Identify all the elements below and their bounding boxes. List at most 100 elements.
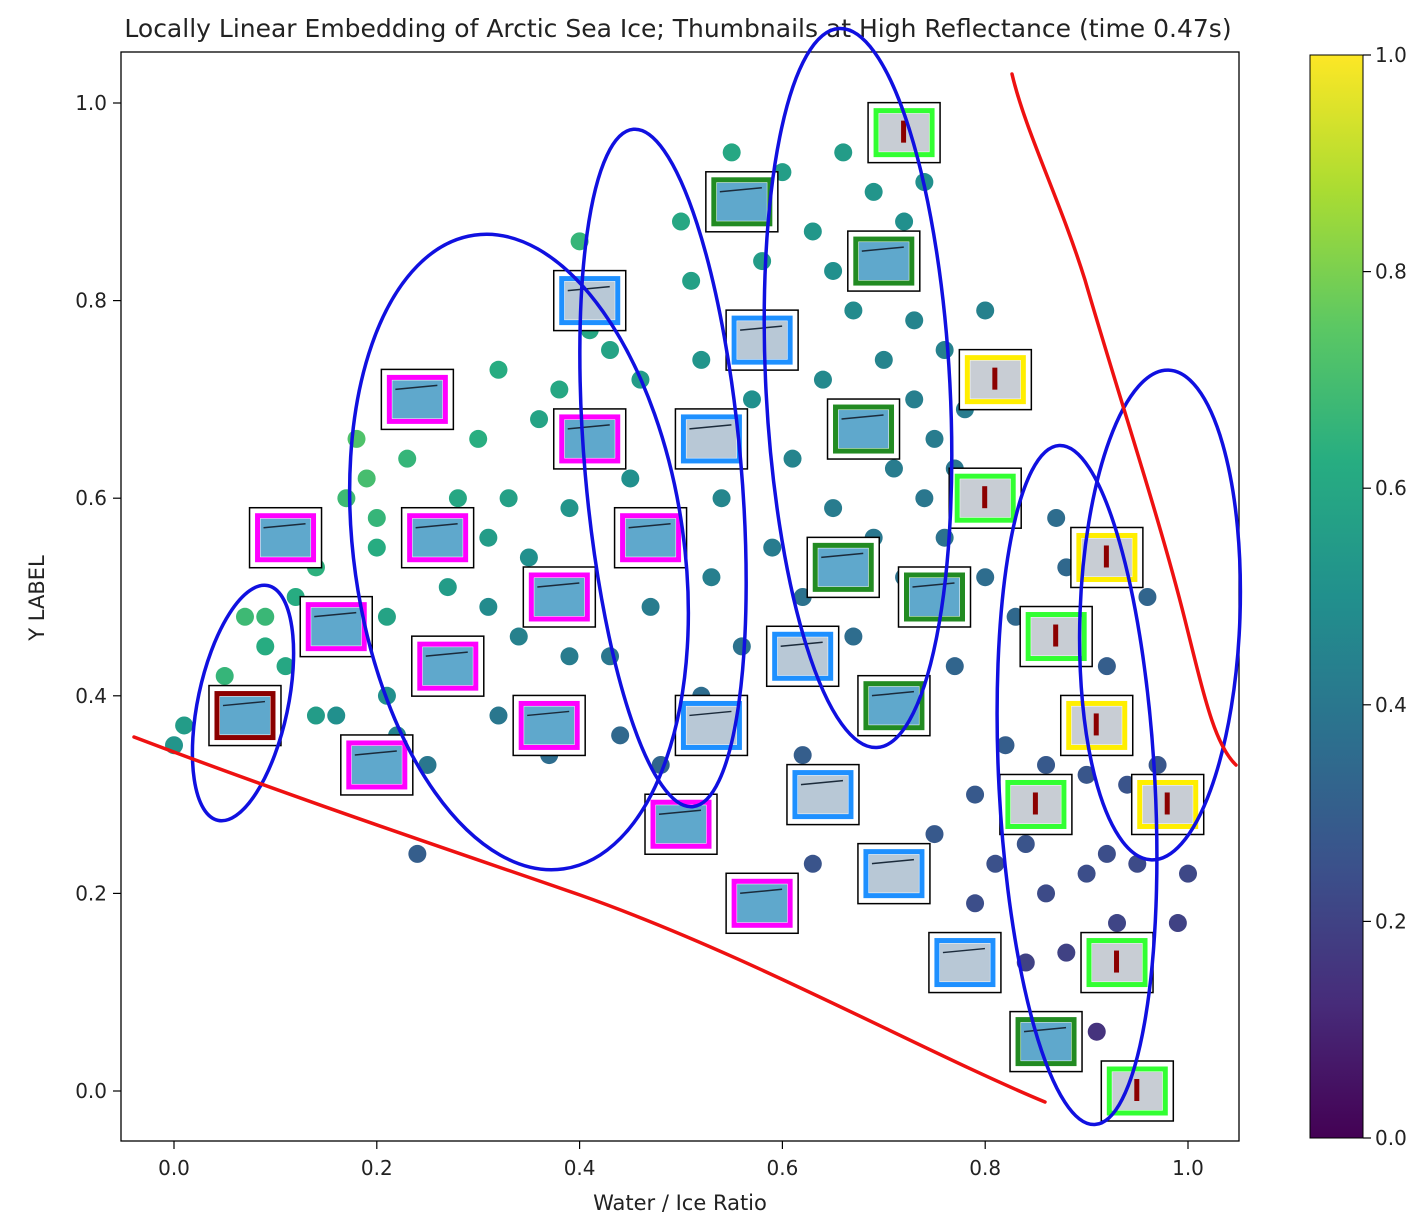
data-point: [448, 489, 467, 508]
thumbnail: [248, 506, 323, 569]
thumbnail: [847, 230, 921, 292]
thumbnail-figure: [992, 367, 998, 390]
data-point: [1108, 914, 1127, 933]
data-point: [1097, 657, 1116, 676]
data-point: [905, 390, 924, 409]
thumbnail-frame: [731, 315, 793, 365]
thumbnail: [674, 408, 749, 470]
data-point: [479, 528, 498, 547]
data-point: [367, 508, 386, 527]
thumbnail-horizon: [628, 522, 671, 529]
thumbnail: [948, 467, 1022, 529]
thumbnail: [897, 566, 972, 628]
annotation-ellipse: [1077, 368, 1243, 862]
data-point: [996, 736, 1015, 755]
data-point: [550, 380, 569, 399]
thumbnail-frame: [528, 572, 590, 622]
data-point: [509, 627, 528, 646]
thumbnail-horizon: [942, 947, 985, 954]
thumbnail-figure: [1114, 950, 1120, 973]
data-point: [489, 706, 508, 725]
data-point: [418, 755, 437, 774]
thumbnail-frame: [680, 700, 742, 750]
data-point: [276, 657, 295, 676]
data-point: [1179, 864, 1197, 883]
thumbnail-horizon: [263, 522, 306, 529]
thumbnail-horizon: [719, 187, 762, 193]
data-point: [834, 143, 853, 162]
thumbnail-frame: [346, 740, 408, 790]
thumbnail: [705, 171, 779, 233]
y-tick-label: 0.4: [75, 684, 107, 708]
thumbnail: [1009, 1010, 1083, 1073]
y-tick-label: 0.6: [75, 486, 107, 510]
data-point: [337, 489, 356, 508]
thumbnail: [857, 674, 931, 737]
thumbnail-frame: [964, 355, 1026, 405]
y-tick-label: 0.2: [75, 881, 107, 905]
thumbnail-horizon: [314, 611, 357, 618]
data-point: [783, 449, 802, 468]
data-point: [1077, 864, 1096, 883]
data-point: [306, 706, 325, 725]
thumbnail-horizon: [527, 710, 570, 717]
thumbnail-horizon: [861, 246, 904, 252]
y-axis-label: Y LABEL: [25, 555, 49, 642]
thumbnail: [552, 269, 627, 332]
thumbnail-frame: [792, 770, 854, 820]
thumbnail-frame: [812, 542, 874, 592]
data-point: [925, 825, 944, 844]
thumbnail-frame: [1076, 532, 1138, 582]
thumbnail: [826, 398, 901, 460]
data-point: [398, 449, 417, 468]
y-axis-ticks: 0.0 0.2 0.4 0.6 0.8 1.0: [75, 91, 121, 1103]
data-point: [884, 459, 903, 478]
y-tick-label: 0.0: [75, 1079, 107, 1103]
y-tick-label: 1.0: [75, 91, 107, 115]
x-axis-label: Water / Ice Ratio: [593, 1191, 767, 1215]
annotation-ellipse: [995, 443, 1159, 1127]
thumbnail-frame: [559, 414, 621, 464]
thumbnail-frame: [934, 938, 996, 988]
thumbnail: [613, 506, 688, 569]
thumbnail-frame: [1005, 779, 1067, 829]
thumbnail-frame: [620, 513, 682, 563]
data-point: [641, 597, 660, 616]
thumbnail-horizon: [871, 690, 915, 697]
data-point: [813, 370, 832, 389]
data-point: [844, 627, 863, 646]
thumbnail-frame: [954, 473, 1016, 523]
data-point: [925, 429, 944, 448]
thumbnail: [928, 931, 1002, 994]
data-point: [1168, 914, 1187, 933]
thumbnail: [380, 368, 455, 431]
colorbar-tick-label: 0.6: [1375, 476, 1407, 500]
thumbnail-horizon: [354, 750, 397, 756]
thumbnail-frame: [559, 276, 621, 326]
colorbar: [1309, 54, 1364, 1139]
thumbnail: [674, 694, 749, 757]
thumbnail: [411, 635, 485, 697]
annotation-ellipse: [762, 26, 954, 750]
data-point: [469, 429, 488, 448]
thumbnail: [806, 536, 880, 599]
data-point: [966, 894, 985, 913]
thumbnail: [857, 842, 931, 905]
colorbar-tick-label: 0.2: [1375, 909, 1407, 933]
annotation-red-curve: [1010, 72, 1238, 767]
data-point: [601, 341, 620, 359]
thumbnail: [786, 763, 860, 826]
thumbnail-frame: [518, 700, 580, 750]
data-point: [732, 637, 751, 656]
data-point: [986, 854, 1005, 873]
data-point: [722, 143, 741, 162]
thumbnail: [1130, 773, 1205, 836]
colorbar-tick-label: 0.4: [1375, 693, 1407, 717]
x-tick-label: 0.0: [158, 1156, 190, 1180]
data-point: [672, 212, 690, 231]
thumbnail-frame: [255, 513, 317, 563]
data-point: [560, 647, 579, 666]
x-tick-label: 0.8: [969, 1156, 1001, 1180]
y-tick-label: 0.8: [75, 289, 107, 313]
